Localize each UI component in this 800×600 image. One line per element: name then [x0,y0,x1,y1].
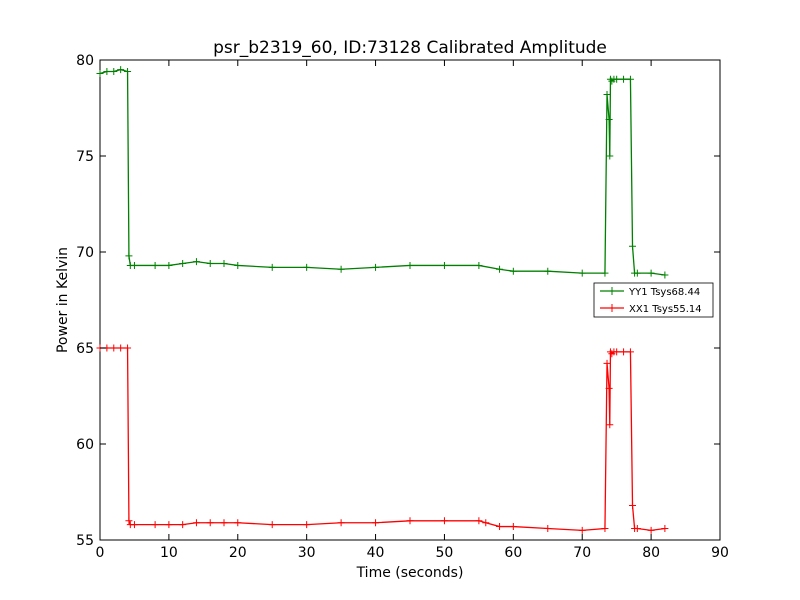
data-point-xx1 [303,521,311,529]
data-point-yy1 [606,152,614,160]
data-point-xx1 [220,519,228,527]
data-point-xx1 [268,521,276,529]
data-point-xx1 [626,348,634,356]
data-point-xx1 [337,519,345,527]
data-point-yy1 [151,261,159,269]
data-point-yy1 [220,260,228,268]
x-tick-label: 60 [504,545,522,561]
data-point-xx1 [509,523,517,531]
legend-box [593,282,714,318]
y-tick-label: 60 [76,437,94,453]
data-point-yy1 [110,68,118,76]
data-point-xx1 [603,359,611,367]
y-tick-label: 70 [76,245,94,261]
x-tick-label: 10 [160,545,178,561]
data-point-yy1 [337,265,345,273]
data-point-xx1 [629,501,637,509]
data-point-yy1 [620,75,628,83]
data-point-yy1 [613,75,621,83]
y-axis-label: Power in Kelvin [55,247,71,353]
series-layer [96,66,669,534]
data-point-xx1 [620,348,628,356]
data-point-yy1 [603,91,611,99]
data-point-xx1 [605,384,613,392]
y-tick-label: 65 [76,341,94,357]
x-tick-label: 90 [711,545,729,561]
data-point-xx1 [234,519,242,527]
data-point-yy1 [544,267,552,275]
data-point-yy1 [661,271,669,279]
data-point-xx1 [613,348,621,356]
x-tick-label: 30 [298,545,316,561]
data-point-yy1 [372,263,380,271]
data-point-xx1 [117,344,125,352]
data-point-yy1 [96,69,104,77]
data-point-yy1 [406,261,414,269]
data-point-xx1 [124,344,132,352]
legend-yy1-label: YY1 Tsys68.44 [628,287,700,298]
data-point-yy1 [206,260,214,268]
chart-title: psr_b2319_60, ID:73128 Calibrated Amplit… [213,38,607,58]
data-point-yy1 [626,75,634,83]
data-point-xx1 [151,521,159,529]
data-point-yy1 [130,261,138,269]
data-point-yy1 [440,261,448,269]
data-point-xx1 [406,517,414,525]
legend-xx1-label: XX1 Tsys55.14 [629,304,702,315]
data-point-xx1 [179,521,187,529]
data-point-xx1 [110,344,118,352]
y-tick-label: 80 [76,53,94,69]
x-tick-label: 0 [96,545,105,561]
x-tick-label: 40 [367,545,385,561]
data-point-yy1 [117,66,125,74]
data-point-yy1 [509,267,517,275]
legend-marker-xx1 [608,304,616,312]
data-point-yy1 [647,269,655,277]
data-point-yy1 [165,261,173,269]
data-point-xx1 [633,524,641,532]
data-point-xx1 [482,519,490,527]
data-point-yy1 [578,269,586,277]
data-point-xx1 [578,526,586,534]
data-point-xx1 [475,517,483,525]
data-point-xx1 [130,521,138,529]
legend: YY1 Tsys68.44 XX1 Tsys55.14 [593,282,714,318]
data-point-xx1 [606,421,614,429]
x-tick-label: 50 [436,545,454,561]
data-point-yy1 [605,116,613,124]
data-point-xx1 [440,517,448,525]
data-point-xx1 [192,519,200,527]
y-tick-label: 55 [76,533,94,549]
data-point-yy1 [103,68,111,76]
data-point-xx1 [496,523,504,531]
data-point-yy1 [601,269,609,277]
y-tick-label: 75 [76,149,94,165]
data-point-yy1 [268,263,276,271]
data-point-xx1 [601,524,609,532]
data-point-xx1 [206,519,214,527]
data-point-xx1 [125,517,133,525]
data-point-yy1 [475,261,483,269]
data-point-yy1 [179,260,187,268]
tick-layer: 0 10 20 30 40 50 60 70 80 90 55 60 65 70 75 80 [76,53,729,561]
data-point-xx1 [661,524,669,532]
data-point-yy1 [633,269,641,277]
legend-marker-yy1 [608,287,616,295]
data-point-yy1 [496,265,504,273]
data-point-yy1 [234,261,242,269]
data-point-xx1 [647,526,655,534]
data-point-yy1 [124,68,132,76]
data-point-xx1 [165,521,173,529]
data-point-yy1 [303,263,311,271]
x-tick-label: 70 [573,545,591,561]
data-point-yy1 [629,242,637,250]
data-point-xx1 [544,524,552,532]
x-tick-label: 20 [229,545,247,561]
data-point-yy1 [125,252,133,260]
x-axis-label: Time (seconds) [356,565,464,581]
data-point-yy1 [192,258,200,266]
data-point-xx1 [372,519,380,527]
x-tick-label: 80 [642,545,660,561]
